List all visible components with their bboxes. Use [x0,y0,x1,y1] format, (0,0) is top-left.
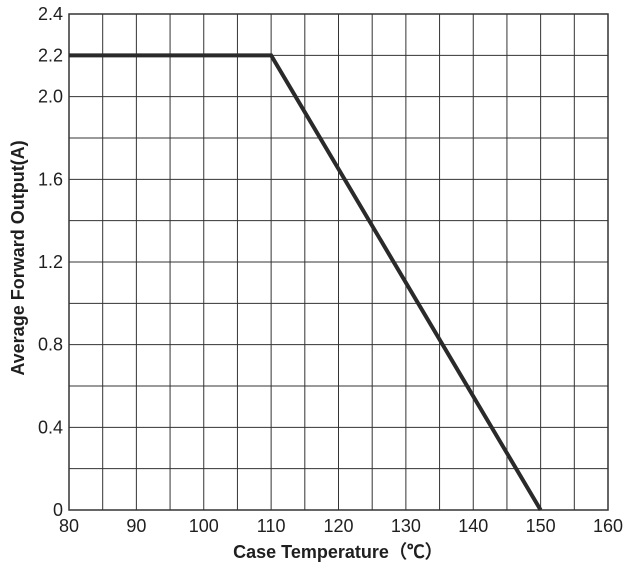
y-tick-label: 1.2 [38,252,63,272]
y-tick-labels: 0 0.4 0.8 1.2 1.6 2.0 2.2 2.4 [38,4,63,520]
y-tick-label: 2.2 [38,45,63,65]
x-tick-label: 110 [257,516,286,536]
series-line-0 [69,53,543,512]
y-tick-label: 0.8 [38,335,63,355]
series-layer [69,53,543,512]
x-tick-label: 90 [126,516,146,536]
x-tick-label: 140 [458,516,488,536]
x-tick-label: 150 [526,516,556,536]
x-tick-labels: 80 90 100 110 120 130 140 150 160 [59,516,623,536]
y-tick-label: 0 [53,500,63,520]
plot-frame [68,13,609,511]
plot-area-border [68,13,609,511]
x-tick-label: 160 [593,516,623,536]
y-tick-label: 2.4 [38,4,63,24]
x-tick-label: 130 [391,516,421,536]
y-tick-label: 0.4 [38,417,63,437]
x-tick-label: 80 [59,516,79,536]
x-tick-label: 100 [189,516,219,536]
y-axis-title: Average Forward Output(A) [8,140,28,375]
x-tick-label: 120 [323,516,353,536]
grid-layer [69,14,608,510]
y-tick-label: 2.0 [38,87,63,107]
x-axis-title: Case Temperature（℃） [233,542,443,562]
y-tick-label: 1.6 [38,169,63,189]
